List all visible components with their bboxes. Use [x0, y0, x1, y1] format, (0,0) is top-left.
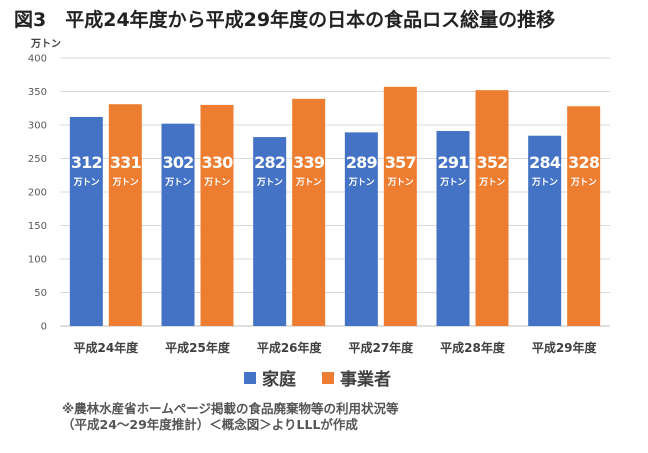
bar-value-label: 357 [385, 153, 416, 172]
bar-unit-label: 万トン [295, 177, 322, 188]
bar-household [161, 123, 195, 326]
bar-household [528, 135, 562, 326]
y-tick-label: 350 [28, 87, 47, 98]
x-tick-label: 平成24年度 [73, 340, 139, 355]
bar-value-label: 302 [163, 153, 194, 172]
bar-unit-label: 万トン [256, 177, 283, 188]
bar-value-label: 339 [293, 153, 325, 172]
y-tick-label: 150 [28, 221, 47, 232]
x-tick-label: 平成29年度 [532, 340, 598, 355]
y-tick-label: 200 [28, 188, 47, 199]
bar-value-label: 352 [477, 153, 508, 172]
y-tick-label: 400 [28, 54, 47, 65]
bar-business [108, 104, 142, 326]
bar-value-label: 282 [254, 153, 285, 172]
bar-value-label: 330 [202, 153, 234, 172]
bar-unit-label: 万トン [348, 177, 375, 188]
bar-business [292, 98, 326, 327]
bar-business [475, 90, 509, 326]
bar-business [567, 106, 601, 327]
y-tick-label: 250 [28, 154, 47, 165]
bar-household [344, 132, 378, 326]
legend-label: 事業者 [340, 369, 391, 390]
y-tick-label: 0 [41, 322, 47, 333]
bar-household [436, 131, 470, 326]
bar-value-label: 328 [568, 153, 600, 172]
figure-title: 図3 平成24年度から平成29年度の日本の食品ロス総量の推移 [14, 9, 556, 31]
y-tick-label: 300 [28, 121, 47, 132]
bar-business [383, 86, 417, 326]
bar-unit-label: 万トン [164, 177, 191, 188]
bar-unit-label: 万トン [531, 177, 558, 188]
y-tick-label: 100 [28, 255, 47, 266]
bar-value-label: 291 [438, 153, 470, 172]
bar-unit-label: 万トン [478, 177, 505, 188]
y-axis-label: 万トン [30, 38, 61, 50]
legend-swatch-business [322, 372, 334, 384]
source-notes: ※農林水産省ホームページ掲載の食品廃棄物等の利用状況等 （平成24～29年度推計… [62, 401, 399, 433]
source-note-line-1: ※農林水産省ホームページ掲載の食品廃棄物等の利用状況等 [62, 401, 399, 416]
source-note-line-2: （平成24～29年度推計）＜概念図＞よりLLLが作成 [62, 417, 358, 432]
y-tick-label: 50 [34, 288, 47, 299]
x-tick-label: 平成25年度 [165, 340, 231, 355]
bar-household [253, 137, 287, 326]
x-tick-label: 平成26年度 [257, 340, 323, 355]
bar-unit-label: 万トン [387, 177, 414, 188]
bar-unit-label: 万トン [439, 177, 466, 188]
bar-household [69, 116, 103, 327]
bar-unit-label: 万トン [203, 177, 230, 188]
bar-unit-label: 万トン [112, 177, 139, 188]
bar-business [200, 104, 234, 327]
x-tick-label: 平成27年度 [348, 340, 414, 355]
bar-unit-label: 万トン [73, 177, 100, 188]
legend-label: 家庭 [262, 369, 296, 390]
x-tick-label: 平成28年度 [440, 340, 506, 355]
legend-swatch-household [244, 372, 256, 384]
bar-value-label: 284 [529, 153, 561, 172]
bar-value-label: 289 [346, 153, 378, 172]
bar-value-label: 312 [71, 153, 102, 172]
bar-unit-label: 万トン [570, 177, 597, 188]
bar-value-label: 331 [110, 153, 142, 172]
